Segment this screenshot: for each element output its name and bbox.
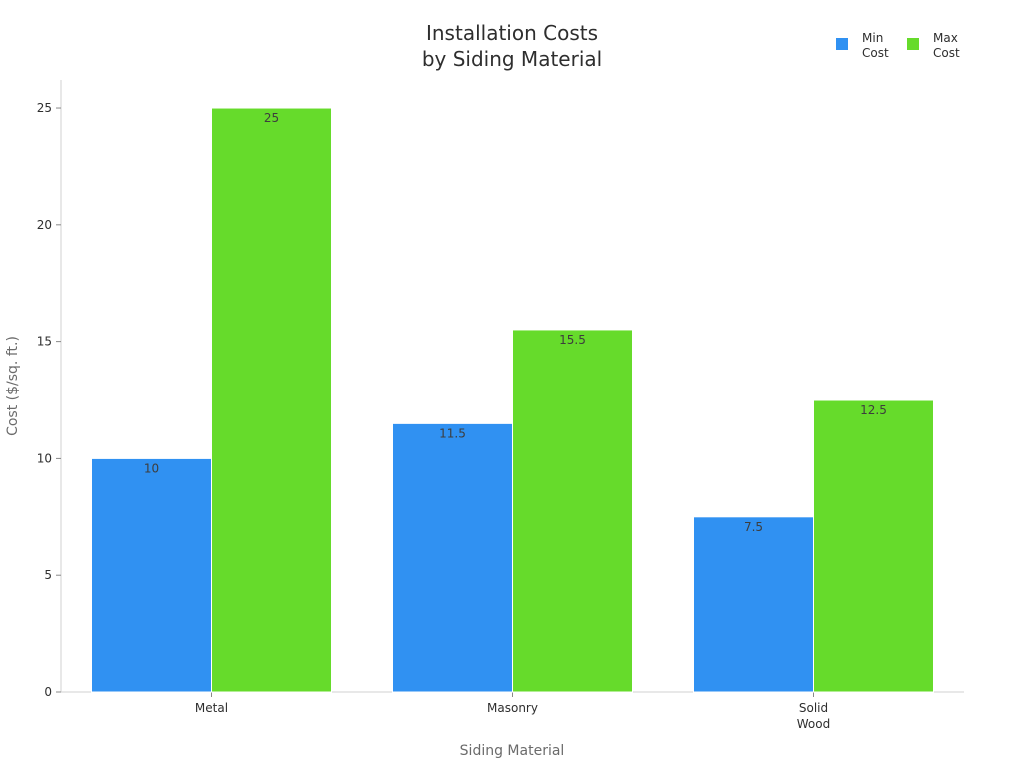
bar-value-label: 25 bbox=[264, 111, 279, 125]
legend-label: Max bbox=[933, 31, 958, 45]
data-labels: 10 25 11.5 15.5 7.5 12.5 bbox=[144, 111, 887, 534]
y-tick-label: 5 bbox=[44, 568, 52, 582]
bar-min-cost bbox=[392, 422, 513, 693]
bar-min-cost bbox=[91, 457, 212, 693]
bar-max-cost bbox=[813, 399, 934, 693]
legend-swatch bbox=[836, 38, 848, 50]
y-axis-label: Cost ($/sq. ft.) bbox=[5, 336, 21, 436]
x-tick-label: Solid bbox=[799, 701, 828, 715]
chart-title-line: Installation Costs bbox=[426, 21, 598, 45]
y-tick-label: 20 bbox=[37, 218, 52, 232]
y-tick-label: 25 bbox=[37, 101, 52, 115]
bar-value-label: 11.5 bbox=[439, 426, 466, 440]
bar-min-cost bbox=[693, 516, 814, 693]
bars bbox=[91, 107, 934, 693]
x-tick-label: Metal bbox=[195, 701, 228, 715]
legend-label: Cost bbox=[862, 46, 889, 60]
bar-max-cost bbox=[512, 329, 633, 693]
bar-value-label: 12.5 bbox=[860, 403, 887, 417]
y-tick-label: 15 bbox=[37, 335, 52, 349]
y-tick-label: 0 bbox=[44, 685, 52, 699]
x-tick-label: Masonry bbox=[487, 701, 538, 715]
bar-value-label: 10 bbox=[144, 461, 159, 475]
chart-title-line: by Siding Material bbox=[422, 47, 602, 71]
x-axis-label: Siding Material bbox=[460, 743, 565, 759]
legend-label: Min bbox=[862, 31, 883, 45]
y-tick-label: 10 bbox=[37, 451, 52, 465]
bar-max-cost bbox=[211, 107, 332, 693]
bar-value-label: 7.5 bbox=[744, 520, 763, 534]
bar-value-label: 15.5 bbox=[559, 333, 586, 347]
legend-label: Cost bbox=[933, 46, 960, 60]
legend-swatch bbox=[907, 38, 919, 50]
x-tick-label: Wood bbox=[797, 717, 830, 731]
